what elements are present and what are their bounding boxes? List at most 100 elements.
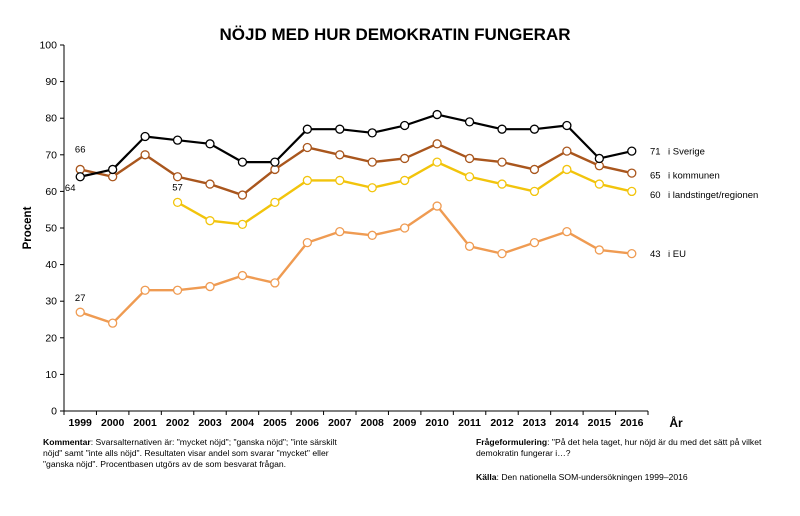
y-tick-label: 40 [45,259,57,271]
data-point [367,230,377,240]
start-value-label: 57 [172,182,183,193]
question-note: Frågeformulering: "På det hela taget, hu… [476,437,776,459]
data-point [497,157,507,167]
legend-label: i EU [668,249,686,260]
y-tick-label: 100 [39,40,57,52]
y-tick-label: 70 [45,149,57,161]
x-tick-label: 2011 [458,417,481,429]
series-i-eu [75,201,637,328]
data-point [367,128,377,138]
data-point [335,227,345,237]
x-tick-label: 2000 [101,417,125,429]
data-point [108,164,118,175]
x-tick-label: 2002 [166,417,190,429]
end-value-label: 43 [650,249,661,260]
source-text: : Den nationella SOM-undersökningen 1999… [496,472,688,482]
data-point [562,227,572,237]
y-tick-label: 30 [45,296,57,308]
legend-label: i Sverige [668,147,705,158]
data-point [562,146,572,156]
start-value-label: 64 [65,183,76,194]
comment-label: Kommentar [43,437,91,447]
data-point [237,190,248,200]
data-point [237,270,248,281]
legend-label: i landstinget/regionen [668,190,758,201]
data-point [140,285,150,295]
data-point [529,237,540,248]
series-i-sverige [75,109,637,182]
data-point [75,307,85,317]
data-point [237,157,248,167]
series-line [79,204,632,325]
x-tick-label: 2010 [425,417,449,429]
data-point [464,117,475,127]
data-point [140,150,150,160]
data-point [529,186,540,197]
y-tick-label: 0 [51,406,57,418]
data-point [108,318,118,328]
x-tick-label: 2004 [231,417,255,429]
data-point [335,124,345,134]
y-tick-label: 60 [45,186,57,198]
data-point [205,179,215,189]
y-tick-label: 90 [45,76,57,88]
data-point [172,135,183,145]
y-tick-label: 80 [45,113,57,125]
x-tick-label: 2013 [523,417,547,429]
x-tick-label: 2007 [328,417,352,429]
end-value-label: 65 [650,171,661,182]
x-axis-label: År [669,415,683,430]
data-point [400,175,410,186]
data-point [497,248,507,259]
chart-title: NÖJD MED HUR DEMOKRATIN FUNGERAR [219,25,570,44]
end-value-label: 60 [650,190,661,201]
x-tick-label: 2001 [133,417,157,429]
y-axis-label: Procent [22,206,34,249]
y-tick-label: 10 [45,369,57,381]
data-point [400,120,410,131]
data-point [432,201,442,211]
data-point [270,197,280,208]
data-point [367,183,377,193]
x-tick-label: 2012 [490,417,514,429]
data-point [335,150,345,160]
data-point [529,124,540,134]
data-point [400,153,410,164]
data-point [172,197,183,208]
series-line [79,142,633,197]
data-point [464,172,475,182]
data-point [140,131,150,142]
source-note: Källa: Den nationella SOM-undersökningen… [476,472,776,483]
data-point [205,216,215,226]
y-tick-label: 20 [45,332,57,344]
data-point [205,139,215,149]
series-i-kommunen [75,139,637,200]
x-tick-label: 2016 [620,417,644,429]
data-point [270,157,280,167]
x-tick-label: 2015 [588,417,612,429]
data-point [302,142,312,153]
data-point [594,153,604,164]
data-point [205,281,215,292]
data-point [172,172,183,182]
y-tick-label: 50 [45,223,57,235]
data-point [237,219,248,229]
x-tick-label: 2014 [555,417,579,429]
comment-note: Kommentar: Svarsalternativen är: "mycket… [43,437,343,470]
end-value-label: 71 [650,147,661,158]
data-point [302,237,312,248]
data-point [432,157,442,167]
x-tick-label: 2008 [361,417,385,429]
question-text: : "På det hela taget, hur nöjd är du med… [476,437,762,458]
question-label: Frågeformulering [476,437,548,447]
data-point [594,245,604,255]
data-point [432,109,442,120]
data-point [627,248,637,259]
data-point [302,124,312,134]
x-tick-label: 2003 [198,417,222,429]
series-i-landstinget-regionen [172,157,637,229]
data-point [172,285,183,295]
data-point [529,164,540,175]
x-tick-label: 1999 [69,417,93,429]
data-point [562,120,572,131]
